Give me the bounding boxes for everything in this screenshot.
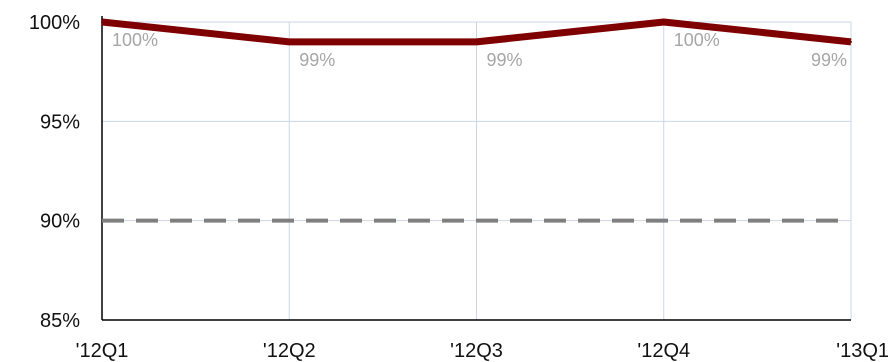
data-point [101, 21, 103, 23]
x-tick-label: '12Q4 [637, 340, 690, 362]
data-labels-group: 100% 99% 99% 100% 99% [112, 30, 847, 70]
y-tick-label: 95% [40, 111, 80, 133]
series-group [101, 18, 852, 46]
y-tick-label: 100% [29, 12, 80, 34]
data-point [850, 40, 852, 43]
x-tick-label: '12Q2 [263, 340, 316, 362]
chart-axes [101, 16, 851, 321]
data-label: 100% [674, 30, 720, 50]
x-tick-label: '13Q1 [836, 340, 889, 362]
data-label: 99% [487, 50, 523, 70]
x-tick-label: '12Q1 [76, 340, 129, 362]
grid-lines [102, 21, 852, 320]
data-label: 99% [811, 50, 847, 70]
data-point [475, 40, 478, 43]
data-label: 99% [299, 50, 335, 70]
y-tick-label: 85% [40, 310, 80, 332]
y-axis-ticks: 100% 95% 90% 85% [29, 12, 80, 332]
y-tick-label: 90% [40, 211, 80, 233]
x-axis-ticks: '12Q1 '12Q2 '12Q3 '12Q4 '13Q1 [76, 340, 889, 362]
data-label: 100% [112, 30, 158, 50]
data-point [288, 40, 291, 43]
x-tick-label: '12Q3 [450, 340, 503, 362]
data-point [662, 21, 665, 23]
